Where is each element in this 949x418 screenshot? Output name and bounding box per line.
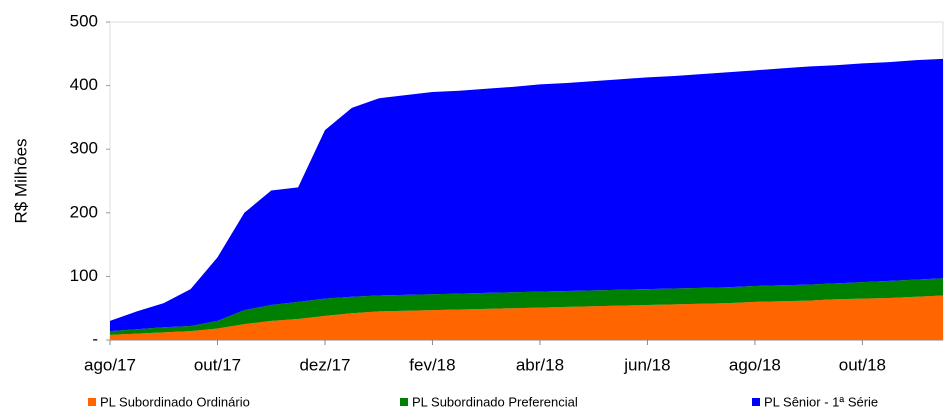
- y-tick-label: 100: [70, 266, 98, 285]
- legend-swatch: [752, 398, 760, 406]
- y-tick-label: 200: [70, 202, 98, 221]
- legend-label: PL Subordinado Preferencial: [412, 394, 578, 409]
- y-tick-label: -: [92, 329, 98, 348]
- y-axis-label: R$ Milhões: [11, 138, 30, 223]
- x-tick-label: dez/17: [299, 355, 350, 374]
- y-tick-label: 300: [70, 139, 98, 158]
- x-tick-label: out/17: [194, 355, 241, 374]
- area: [110, 58, 943, 332]
- x-tick-label: abr/18: [516, 355, 564, 374]
- legend-swatch: [88, 398, 96, 406]
- area: [110, 278, 943, 335]
- x-tick-label: fev/18: [409, 355, 455, 374]
- legend-swatch: [400, 398, 408, 406]
- x-tick-label: jun/18: [623, 355, 670, 374]
- legend-label: PL Sênior - 1ª Série: [764, 394, 878, 409]
- x-tick-label: out/18: [839, 355, 886, 374]
- area: [110, 295, 943, 340]
- legend-label: PL Subordinado Ordinário: [100, 394, 250, 409]
- y-tick-label: 500: [70, 11, 98, 30]
- x-tick-label: ago/17: [84, 355, 136, 374]
- y-tick-label: 400: [70, 75, 98, 94]
- x-tick-label: ago/18: [729, 355, 781, 374]
